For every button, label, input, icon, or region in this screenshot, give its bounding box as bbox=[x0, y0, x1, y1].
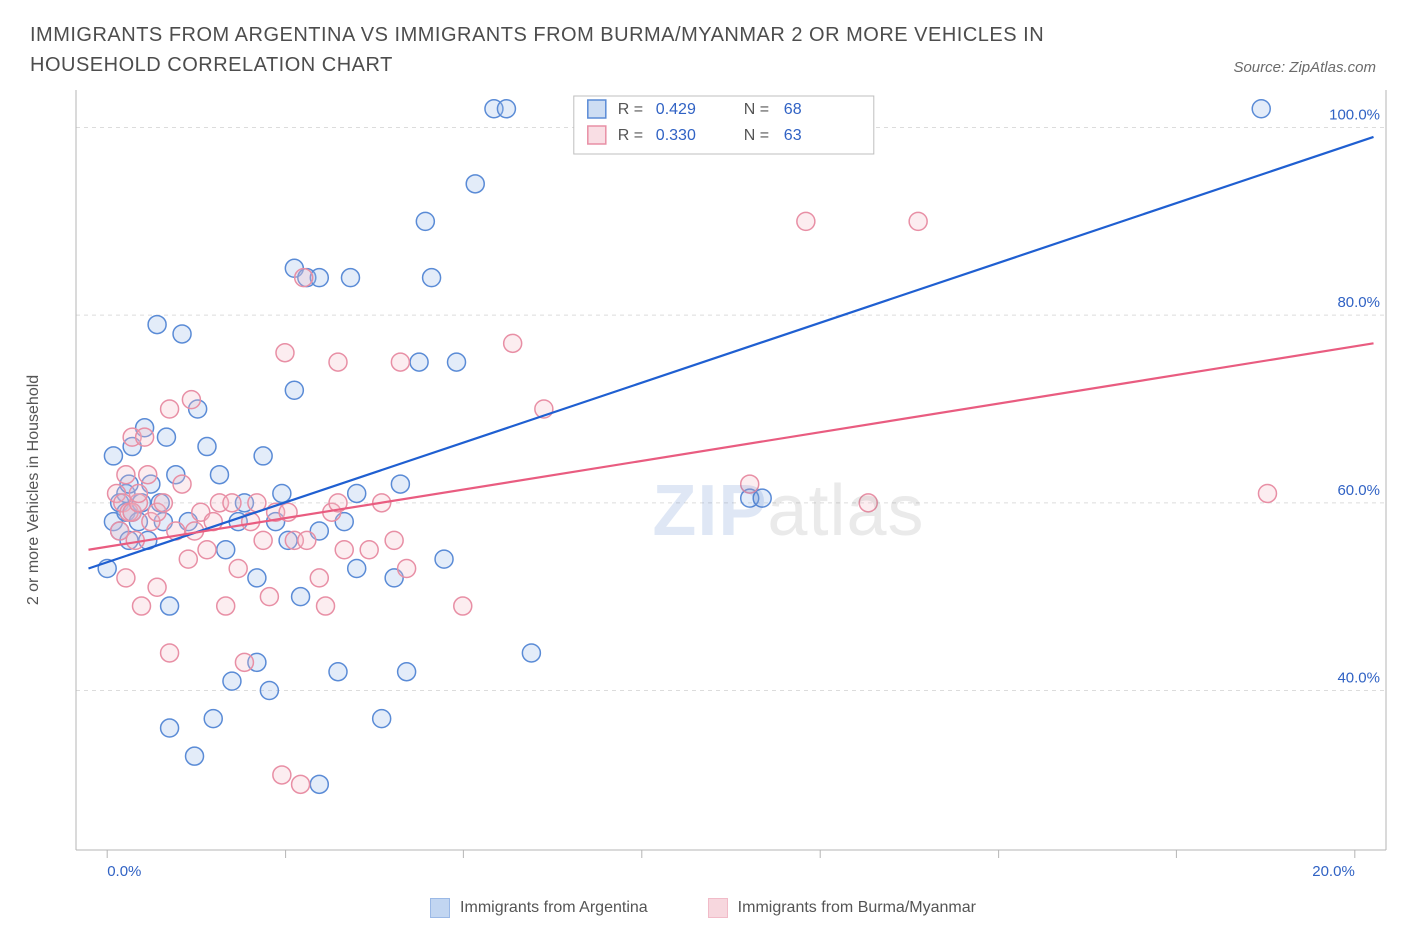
legend-item-burma: Immigrants from Burma/Myanmar bbox=[708, 898, 976, 918]
source-label: Source: ZipAtlas.com bbox=[1233, 59, 1376, 80]
legend-label: Immigrants from Burma/Myanmar bbox=[738, 899, 976, 917]
svg-text:63: 63 bbox=[784, 127, 802, 144]
svg-text:80.0%: 80.0% bbox=[1337, 294, 1380, 311]
svg-text:N =: N = bbox=[744, 127, 769, 144]
svg-text:0.429: 0.429 bbox=[656, 101, 696, 118]
svg-text:N =: N = bbox=[744, 101, 769, 118]
svg-text:100.0%: 100.0% bbox=[1329, 107, 1380, 124]
svg-text:0.0%: 0.0% bbox=[107, 863, 141, 880]
svg-text:R =: R = bbox=[618, 101, 643, 118]
legend-swatch bbox=[430, 898, 450, 918]
legend-swatch bbox=[708, 898, 728, 918]
chart-title: IMMIGRANTS FROM ARGENTINA VS IMMIGRANTS … bbox=[30, 20, 1130, 80]
svg-text:68: 68 bbox=[784, 101, 802, 118]
svg-text:40.0%: 40.0% bbox=[1337, 669, 1380, 686]
svg-text:0.330: 0.330 bbox=[656, 127, 696, 144]
series-legend: Immigrants from Argentina Immigrants from… bbox=[30, 898, 1376, 918]
svg-text:R =: R = bbox=[618, 127, 643, 144]
scatter-chart: 40.0% 60.0% 80.0% 100.0% 0.0% 20.0% R = 0.429 N … bbox=[30, 90, 1390, 890]
svg-text:20.0%: 20.0% bbox=[1312, 863, 1355, 880]
legend-label: Immigrants from Argentina bbox=[460, 899, 648, 917]
chart-area: 2 or more Vehicles in Household 40.0%60.… bbox=[30, 90, 1376, 890]
svg-text:60.0%: 60.0% bbox=[1337, 482, 1380, 499]
y-axis-label: 2 or more Vehicles in Household bbox=[25, 375, 43, 605]
legend-item-argentina: Immigrants from Argentina bbox=[430, 898, 648, 918]
